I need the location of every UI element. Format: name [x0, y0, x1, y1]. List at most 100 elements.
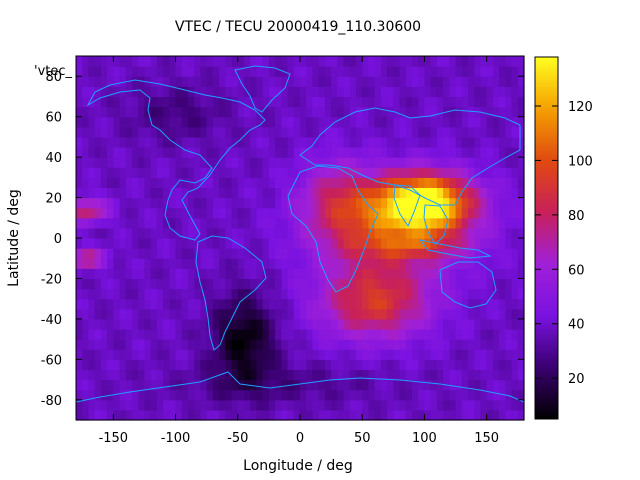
heatmap-cell — [113, 329, 121, 340]
heatmap-cell — [113, 217, 121, 229]
heatmap-cell — [132, 177, 139, 189]
heatmap-cell — [287, 369, 295, 381]
heatmap-cell — [113, 116, 121, 128]
heatmap-cell — [505, 177, 513, 189]
heatmap-cell — [150, 288, 158, 300]
heatmap-cell — [312, 147, 320, 158]
heatmap-cell — [486, 66, 494, 77]
heatmap-cell — [399, 349, 407, 360]
heatmap-cell — [219, 399, 226, 411]
heatmap-cell — [119, 349, 127, 360]
heatmap-cell — [250, 308, 258, 320]
heatmap-cell — [94, 126, 102, 138]
heatmap-cell — [418, 136, 426, 148]
heatmap-cell — [380, 389, 388, 401]
heatmap-cell — [418, 298, 426, 310]
heatmap-cell — [443, 177, 450, 189]
heatmap-cell — [412, 399, 419, 411]
heatmap-cell — [194, 147, 202, 158]
heatmap-cell — [461, 278, 469, 290]
heatmap-cell — [412, 409, 419, 421]
heatmap-cell — [424, 197, 432, 209]
heatmap-cell — [88, 217, 96, 229]
heatmap-cell — [331, 399, 338, 411]
heatmap-cell — [486, 359, 494, 371]
heatmap-cell — [486, 217, 494, 229]
heatmap-cell — [312, 359, 320, 371]
heatmap-cell — [244, 359, 251, 371]
heatmap-cell — [219, 329, 226, 340]
heatmap-cell — [474, 308, 482, 320]
heatmap-cell — [82, 217, 90, 229]
heatmap-cell — [436, 217, 444, 229]
heatmap-cell — [455, 177, 463, 189]
heatmap-cell — [430, 409, 438, 421]
heatmap-cell — [430, 278, 438, 290]
heatmap-cell — [455, 329, 463, 340]
heatmap-cell — [156, 288, 164, 300]
heatmap-cell — [306, 238, 314, 249]
heatmap-cell — [349, 359, 357, 371]
heatmap-cell — [318, 207, 326, 219]
heatmap-cell — [225, 106, 233, 118]
heatmap-cell — [486, 409, 494, 421]
heatmap-cell — [492, 126, 500, 138]
heatmap-cell — [461, 227, 469, 239]
heatmap-cell — [300, 399, 307, 411]
heatmap-cell — [412, 167, 419, 178]
heatmap-cell — [374, 318, 382, 330]
heatmap-cell — [181, 197, 189, 209]
heatmap-cell — [306, 389, 314, 401]
heatmap-cell — [505, 409, 513, 421]
heatmap-cell — [200, 136, 208, 148]
heatmap-cell — [144, 56, 152, 67]
heatmap-cell — [492, 298, 500, 310]
heatmap-cell — [82, 248, 90, 259]
heatmap-cell — [368, 278, 376, 290]
heatmap-cell — [480, 177, 488, 189]
heatmap-cell — [125, 248, 133, 259]
heatmap-cell — [486, 318, 494, 330]
heatmap-cell — [156, 248, 164, 259]
heatmap-cell — [486, 187, 494, 199]
heatmap-cell — [262, 56, 270, 67]
heatmap-cell — [399, 56, 407, 67]
heatmap-cell — [492, 339, 500, 350]
heatmap-cell — [113, 136, 121, 148]
heatmap-cell — [368, 227, 376, 239]
heatmap-cell — [138, 76, 146, 87]
heatmap-cell — [443, 399, 450, 411]
heatmap-cell — [262, 329, 270, 340]
heatmap-cell — [82, 238, 90, 249]
heatmap-cell — [424, 409, 432, 421]
heatmap-cell — [237, 278, 245, 290]
heatmap-cell — [380, 126, 388, 138]
heatmap-cell — [94, 389, 102, 401]
heatmap-cell — [374, 96, 382, 108]
heatmap-cell — [281, 56, 289, 67]
heatmap-cell — [188, 308, 195, 320]
heatmap-cell — [343, 329, 351, 340]
heatmap-cell — [424, 207, 432, 219]
heatmap-cell — [94, 329, 102, 340]
heatmap-cell — [200, 389, 208, 401]
heatmap-cell — [349, 147, 357, 158]
heatmap-cell — [343, 126, 351, 138]
heatmap-cell — [225, 258, 233, 269]
heatmap-cell — [107, 126, 114, 138]
heatmap-cell — [144, 248, 152, 259]
heatmap-cell — [430, 339, 438, 350]
heatmap-cell — [163, 268, 170, 280]
heatmap-cell — [324, 197, 332, 209]
heatmap-cell — [132, 389, 139, 401]
heatmap-cell — [82, 268, 90, 280]
heatmap-cell — [468, 136, 475, 148]
heatmap-cell — [362, 359, 370, 371]
heatmap-cell — [268, 76, 276, 87]
heatmap-cell — [268, 157, 276, 168]
heatmap-cell — [163, 238, 170, 249]
heatmap-cell — [368, 288, 376, 300]
heatmap-cell — [455, 76, 463, 87]
heatmap-cell — [175, 318, 183, 330]
heatmap-cell — [200, 157, 208, 168]
